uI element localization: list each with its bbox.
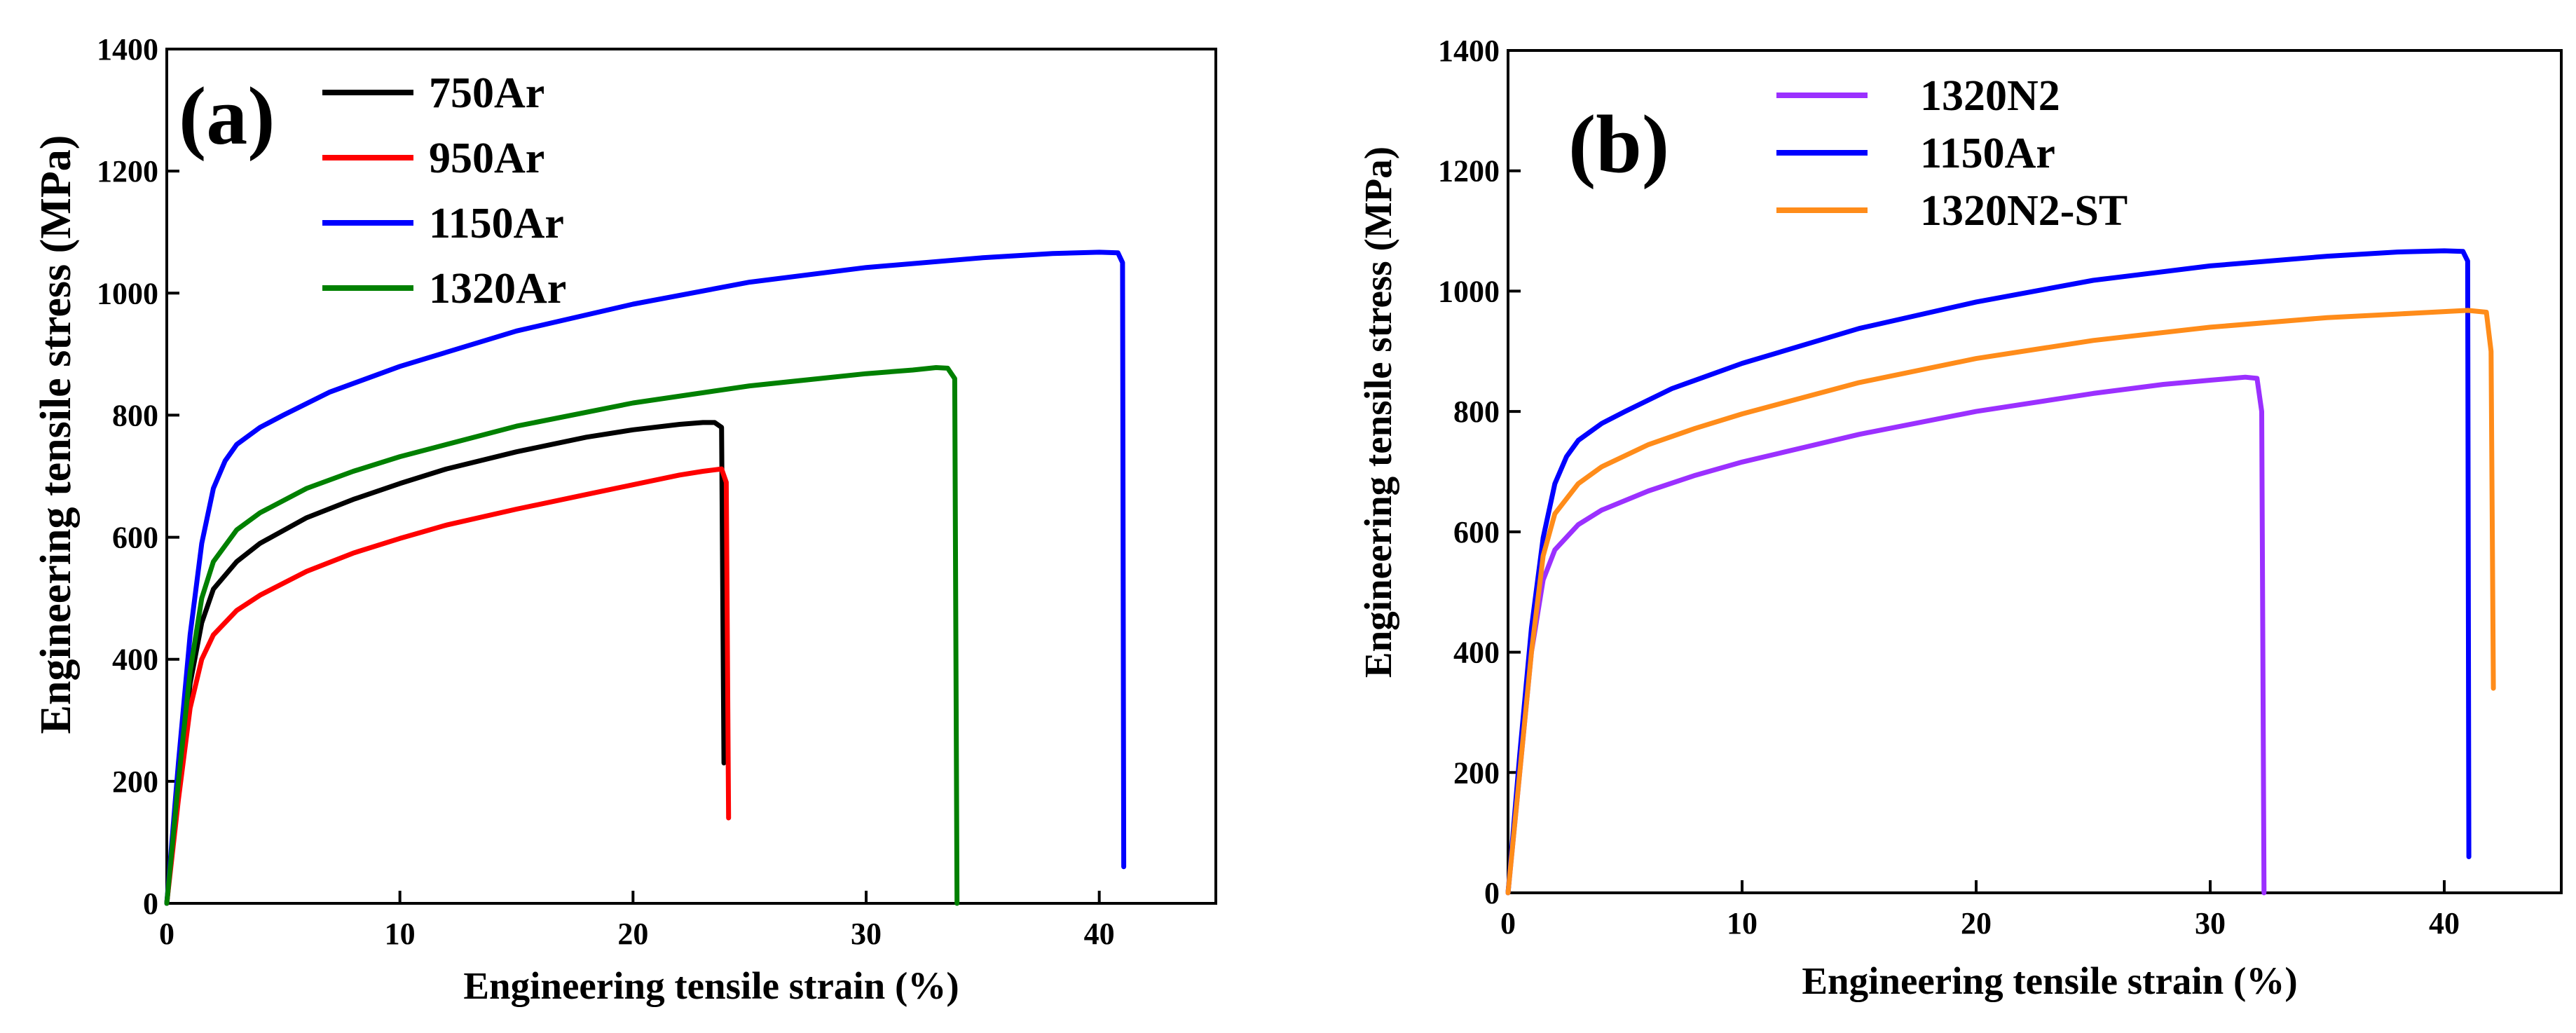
series-line-1150ar (164, 249, 1127, 906)
legend-label-1320n2-st: 1320N2-ST (1920, 187, 2128, 235)
x-tick-label: 40 (1084, 917, 1115, 951)
series-line-950ar (164, 466, 732, 906)
y-tick-label: 1400 (97, 32, 158, 67)
y-tick-label: 1400 (1438, 34, 1500, 68)
series-line-1150ar (1505, 248, 2472, 896)
legend-label-1150ar: 1150Ar (429, 200, 564, 247)
panel-a: 0 10 20 30 400200400600800100012001400Engine… (32, 32, 1217, 1007)
y-tick-label: 1000 (97, 276, 158, 310)
panel-label: (a) (179, 70, 275, 162)
legend-label-750ar: 750Ar (429, 69, 544, 117)
y-tick-label: 200 (112, 765, 158, 799)
x-tick-label: 40 (2429, 906, 2460, 940)
panel-b: 0 10 20 30 400200400600800100012001400Engine… (1357, 34, 2563, 1002)
x-tick-label: 20 (1961, 906, 1992, 940)
series-line-1320n2 (1505, 374, 2267, 896)
legend-label-950ar: 950Ar (429, 135, 544, 182)
panel-label: (b) (1568, 98, 1669, 190)
legend-label-1320n2: 1320N2 (1920, 72, 2060, 120)
plot-frame (165, 48, 1217, 905)
y-tick-label: 800 (112, 398, 158, 432)
y-tick-label: 600 (112, 521, 158, 555)
x-tick-label: 10 (1727, 906, 1758, 940)
legend-label-1320ar: 1320Ar (429, 265, 566, 313)
x-tick-label: 10 (385, 917, 416, 951)
series-line-750ar (164, 420, 727, 906)
x-tick-label: 30 (2195, 906, 2226, 940)
y-axis-title: Engineering tensile stress (MPa) (32, 135, 80, 734)
y-tick-label: 800 (1453, 395, 1500, 429)
legend-label-1150ar: 1150Ar (1920, 130, 2055, 177)
y-axis-title: Engineering tensile stress (MPa) (1357, 146, 1399, 678)
x-axis-title: Engineering tensile strain (%) (463, 964, 959, 1007)
series-line-1320n2-st (1505, 308, 2496, 896)
y-tick-label: 400 (112, 643, 158, 677)
series-line-1320ar (164, 365, 960, 906)
y-tick-label: 1200 (1438, 154, 1500, 189)
x-axis-title: Engineering tensile strain (%) (1802, 959, 2297, 1002)
x-tick-label: 30 (851, 917, 882, 951)
y-tick-label: 200 (1453, 755, 1500, 790)
y-tick-label: 0 (143, 887, 158, 921)
y-tick-label: 1200 (97, 154, 158, 189)
plot-frame (1507, 49, 2563, 894)
y-tick-label: 600 (1453, 515, 1500, 549)
x-tick-label: 20 (617, 917, 648, 951)
y-tick-label: 0 (1484, 876, 1500, 910)
y-tick-label: 400 (1453, 636, 1500, 670)
x-tick-label: 0 (159, 917, 174, 951)
x-tick-label: 0 (1500, 906, 1516, 940)
y-tick-label: 1000 (1438, 274, 1500, 308)
